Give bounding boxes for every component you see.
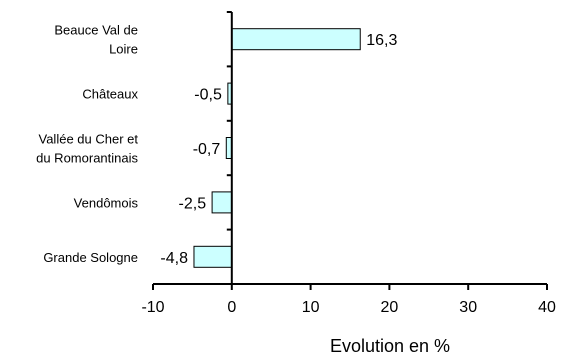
- value-labels-group: 16,3 -0,5 -0,7 -2,5 -4,8: [160, 32, 397, 267]
- category-label-3: Vendômois: [74, 195, 139, 210]
- x-tick-label-0: -10: [141, 299, 164, 316]
- bar-3: [211, 191, 233, 214]
- category-label-1: Châteaux: [82, 87, 138, 102]
- bar-0: [231, 28, 361, 51]
- bars-group: [193, 28, 361, 268]
- x-tick-label-3: 20: [381, 299, 399, 316]
- x-axis-title: Evolution en %: [330, 336, 450, 355]
- value-label-1: -0,5: [194, 87, 222, 104]
- axes-group: -10 0 10 20 30 40: [141, 11, 556, 316]
- x-tick-label-5: 40: [538, 299, 556, 316]
- x-tick-label-4: 30: [459, 299, 477, 316]
- x-tick-label-1: 0: [227, 299, 236, 316]
- category-label-2: Vallée du Cher et du Romorantinais: [36, 132, 138, 166]
- value-label-4: -4,8: [160, 250, 188, 267]
- category-label-4: Grande Sologne: [43, 250, 138, 265]
- category-labels-group: Beauce Val de Loire Châteaux Vallée du Cher…: [36, 23, 138, 265]
- x-tick-label-2: 10: [302, 299, 320, 316]
- value-label-3: -2,5: [179, 195, 207, 212]
- value-label-0: 16,3: [366, 32, 397, 49]
- category-label-0: Beauce Val de Loire: [54, 23, 138, 57]
- value-label-2: -0,7: [193, 141, 221, 158]
- bar-4: [193, 245, 233, 268]
